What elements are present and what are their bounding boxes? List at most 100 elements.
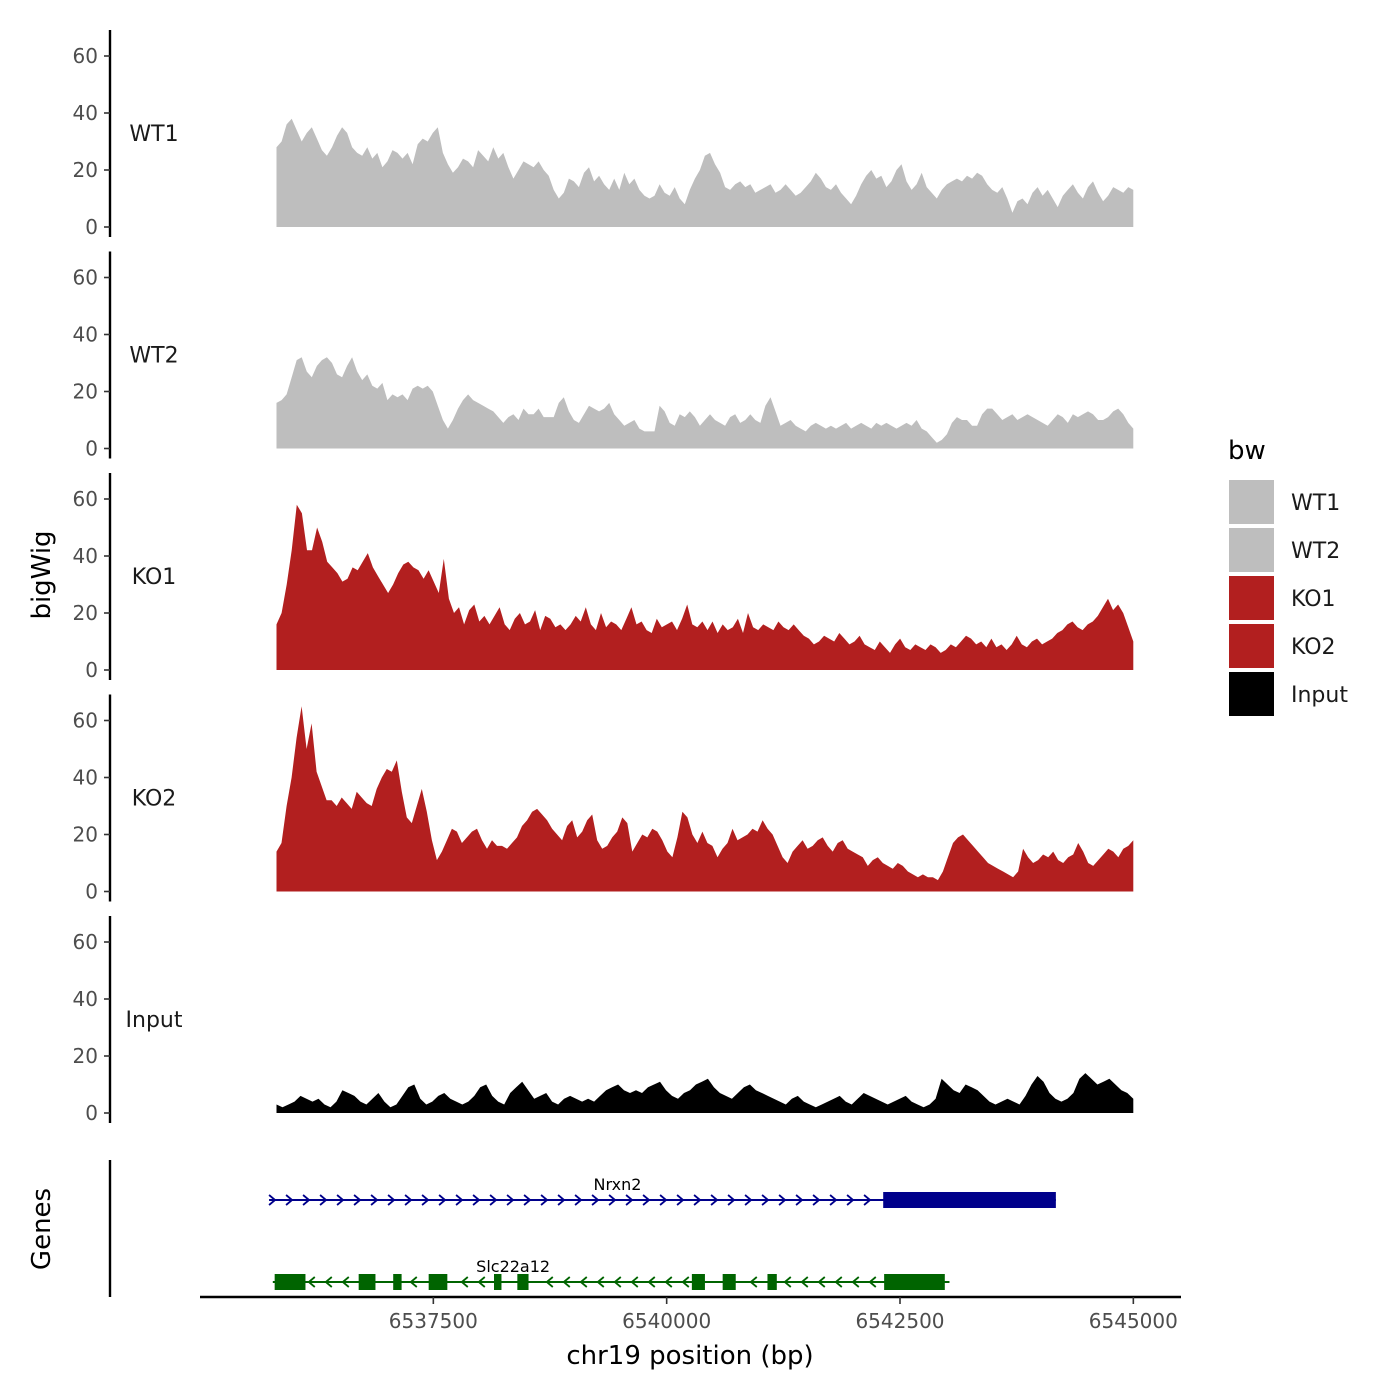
strand-arrow bbox=[868, 1276, 877, 1288]
y-tick-label: 40 bbox=[73, 101, 98, 125]
legend-key-wt2 bbox=[1229, 528, 1274, 572]
strand-arrow bbox=[307, 1276, 316, 1288]
strand-arrow bbox=[472, 1194, 481, 1206]
strand-arrow bbox=[353, 1194, 362, 1206]
panel-ko1: 0 20 40 60 KO1 bbox=[73, 473, 1134, 682]
strand-arrow bbox=[659, 1194, 668, 1206]
strand-arrow bbox=[676, 1194, 685, 1206]
track-label-ko1: KO1 bbox=[132, 565, 177, 590]
x-axis: 6537500 6540000 6542500 6545000 bbox=[200, 1295, 1181, 1333]
gene-label: Slc22a12 bbox=[476, 1257, 550, 1276]
strand-arrow bbox=[438, 1194, 447, 1206]
strand-arrow bbox=[370, 1194, 379, 1206]
legend-key-ko1 bbox=[1229, 576, 1274, 620]
strand-arrow bbox=[387, 1194, 396, 1206]
y-tick-label: 0 bbox=[85, 437, 98, 461]
strand-arrow bbox=[749, 1276, 758, 1288]
strand-arrow bbox=[268, 1194, 277, 1206]
y-tick-label: 0 bbox=[85, 215, 98, 239]
area-input bbox=[276, 1073, 1134, 1113]
strand-arrow bbox=[324, 1276, 333, 1288]
strand-arrow bbox=[642, 1194, 651, 1206]
strand-arrow bbox=[625, 1194, 634, 1206]
exon bbox=[883, 1192, 1056, 1208]
strand-arrow bbox=[817, 1276, 826, 1288]
strand-arrow bbox=[710, 1194, 719, 1206]
strand-arrow bbox=[489, 1194, 498, 1206]
y-tick-label: 0 bbox=[85, 1101, 98, 1125]
y-tick-label: 60 bbox=[73, 709, 98, 733]
legend-title: bw bbox=[1228, 436, 1266, 466]
exon bbox=[428, 1274, 448, 1290]
legend-label-wt2: WT2 bbox=[1291, 539, 1340, 564]
track-label-input: Input bbox=[126, 1008, 183, 1033]
strand-arrow bbox=[506, 1194, 515, 1206]
strand-arrow bbox=[523, 1194, 532, 1206]
x-tick-label: 6537500 bbox=[389, 1309, 478, 1333]
panel-wt1: 0 20 40 60 WT1 bbox=[73, 30, 1134, 239]
y-tick-label: 40 bbox=[73, 544, 98, 568]
strand-arrow bbox=[341, 1276, 350, 1288]
y-tick-label: 60 bbox=[73, 930, 98, 954]
y-tick-label: 0 bbox=[85, 658, 98, 682]
strand-arrow bbox=[596, 1276, 605, 1288]
strand-arrow bbox=[302, 1194, 311, 1206]
genes-axis-title: Genes bbox=[27, 1188, 57, 1270]
legend-label-input: Input bbox=[1291, 683, 1348, 708]
strand-arrow bbox=[812, 1194, 821, 1206]
legend-label-ko1: KO1 bbox=[1291, 587, 1336, 612]
y-tick-label: 20 bbox=[73, 601, 98, 625]
y-tick-label: 40 bbox=[73, 766, 98, 790]
y-tick-label: 60 bbox=[73, 487, 98, 511]
strand-arrow bbox=[409, 1276, 418, 1288]
strand-arrow bbox=[336, 1194, 345, 1206]
strand-arrow bbox=[664, 1276, 673, 1288]
strand-arrow bbox=[591, 1194, 600, 1206]
strand-arrow bbox=[693, 1194, 702, 1206]
strand-arrow bbox=[846, 1194, 855, 1206]
y-tick-label: 60 bbox=[73, 266, 98, 290]
strand-arrow bbox=[319, 1194, 328, 1206]
strand-arrow bbox=[455, 1194, 464, 1206]
strand-arrow bbox=[477, 1276, 486, 1288]
y-tick-label: 60 bbox=[73, 44, 98, 68]
strand-arrow bbox=[681, 1276, 690, 1288]
panel-wt2: 0 20 40 60 WT2 bbox=[73, 251, 1134, 461]
legend-key-ko2 bbox=[1229, 624, 1274, 668]
y-tick-label: 40 bbox=[73, 987, 98, 1011]
area-wt1 bbox=[276, 118, 1134, 227]
exon bbox=[494, 1274, 502, 1290]
strand-arrow bbox=[285, 1194, 294, 1206]
strand-arrow bbox=[630, 1276, 639, 1288]
strand-arrow bbox=[795, 1194, 804, 1206]
area-ko1 bbox=[276, 504, 1134, 670]
legend-key-wt1 bbox=[1229, 480, 1274, 524]
strand-arrow bbox=[421, 1194, 430, 1206]
genes-panel: Nrxn2 Slc22a12 bbox=[108, 1160, 1056, 1297]
strand-arrow bbox=[744, 1194, 753, 1206]
signal-panels: 0 20 40 60 WT1 0 20 40 60 WT2 0 20 40 60 KO1 0 20 40 60 KO2… bbox=[73, 30, 1134, 1125]
strand-arrow bbox=[540, 1194, 549, 1206]
strand-arrow bbox=[545, 1276, 554, 1288]
y-tick-label: 20 bbox=[73, 158, 98, 182]
panel-ko2: 0 20 40 60 KO2 bbox=[73, 694, 1134, 904]
y-tick-label: 0 bbox=[85, 880, 98, 904]
y-tick-label: 20 bbox=[73, 1044, 98, 1068]
strand-arrow bbox=[761, 1194, 770, 1206]
x-tick-label: 6545000 bbox=[1089, 1309, 1178, 1333]
gene-label: Nrxn2 bbox=[594, 1175, 642, 1194]
strand-arrow bbox=[557, 1194, 566, 1206]
exon bbox=[517, 1274, 529, 1290]
exon bbox=[767, 1274, 777, 1290]
track-label-wt2: WT2 bbox=[129, 344, 178, 369]
legend: bw WT1 WT2 KO1 KO2 Input bbox=[1228, 436, 1348, 716]
track-label-wt1: WT1 bbox=[129, 122, 178, 147]
legend-label-ko2: KO2 bbox=[1291, 635, 1336, 660]
gene-slc22a12: Slc22a12 bbox=[272, 1257, 950, 1290]
exon bbox=[691, 1274, 705, 1290]
exon bbox=[358, 1274, 376, 1290]
exon bbox=[884, 1274, 945, 1290]
area-ko2 bbox=[276, 706, 1134, 892]
track-label-ko2: KO2 bbox=[132, 787, 177, 812]
